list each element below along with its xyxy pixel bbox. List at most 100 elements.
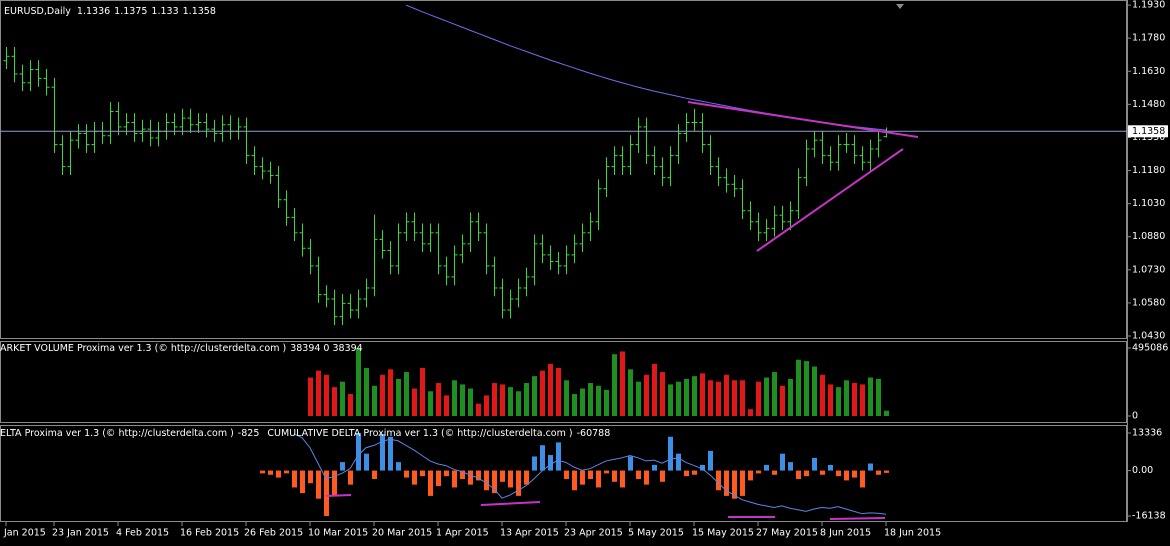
bar [884,470,889,473]
y-tick-label: 1.1330 [1132,132,1165,143]
bar [836,387,841,416]
bar [476,403,481,416]
bar [404,470,409,478]
bar [460,470,465,480]
x-tick-label: 26 Feb 2015 [244,528,303,539]
bar [300,470,305,494]
y-tick-label: 1.1930 [1132,0,1165,11]
bar [492,470,497,494]
bar [620,351,625,416]
bar [788,462,793,471]
bar [716,381,721,416]
bar [508,470,513,488]
y-tick-label: 1.0580 [1132,297,1165,308]
bar [484,395,489,416]
bar [340,462,345,471]
bar [844,470,849,481]
x-tick-label: 20 Mar 2015 [372,528,432,539]
bar [380,374,385,416]
bar [708,450,713,471]
last-price-box [1128,125,1168,138]
bar [308,377,313,416]
bar [452,470,457,488]
price-header: EURUSD,Daily 1.1336 1.1375 1.133 1.1358 [4,6,216,17]
bar [748,470,753,481]
bar [644,470,649,485]
y-tick-label: 0.00 [1132,465,1153,476]
delta-plot [260,433,889,516]
volume-header: ARKET VOLUME Proxima ver 1.3 (© http://c… [0,343,363,354]
axes: 1.1930 1.1780 1.1630 1.1480 1.1330 1.1180 1.10… [3,0,1168,539]
bar [524,470,529,485]
bar [476,470,481,481]
y-tick-label: 1.1780 [1132,33,1165,44]
bar [428,391,433,416]
bar [644,374,649,416]
bar [732,470,737,499]
bar [756,470,761,474]
bar [500,470,505,482]
y-tick-label: 1.1630 [1132,66,1165,77]
bar [796,359,801,416]
bar [268,470,273,475]
bar [820,470,825,475]
x-tick-label: 4 Feb 2015 [116,528,169,539]
bar [596,470,601,488]
bar [700,373,705,416]
bar [772,470,777,475]
bar [748,409,753,416]
bar [564,470,569,480]
bar [684,470,689,477]
bar [276,470,281,478]
bar [404,372,409,416]
bar [636,381,641,416]
x-tick-label: 16 Feb 2015 [180,528,239,539]
bar [852,383,857,416]
y-tick-label: 495086 [1132,343,1168,354]
bar [796,470,801,480]
bar [468,470,473,485]
bar [860,470,865,488]
bar [356,433,361,471]
bar [756,381,761,416]
bar [428,470,433,496]
bar [324,470,329,516]
bar [500,384,505,416]
bar [548,455,553,471]
bar [740,470,745,496]
bar [396,462,401,471]
bar [516,391,521,416]
bar [628,456,633,471]
y-tick-label: -16138 [1132,511,1166,522]
bar [620,470,625,488]
bar [348,394,353,416]
bar [820,374,825,416]
bar [628,369,633,416]
delta-header: ELTA Proxima ver 1.3 (© http://clusterde… [0,428,610,439]
bar [460,384,465,416]
bar [572,394,577,416]
bar [548,363,553,416]
x-tick-label: 18 Jun 2015 [884,528,941,539]
bar [636,470,641,480]
x-tick-label: 13 Apr 2015 [500,528,559,539]
bar [332,470,337,496]
bar [420,470,425,477]
y-tick-label: 1.1180 [1132,165,1165,176]
volume-panel [0,341,1127,423]
shift-marker [896,4,904,9]
bar [780,385,785,416]
delta-panel [0,425,1127,522]
bar [676,381,681,416]
bar [444,395,449,416]
bar [876,378,881,416]
bar [836,470,841,477]
bar [364,367,369,416]
bar [652,363,657,416]
bar [284,470,289,474]
bar [556,367,561,416]
bar [260,470,265,474]
bar [444,470,449,477]
bar [700,464,705,471]
bar [412,470,417,485]
